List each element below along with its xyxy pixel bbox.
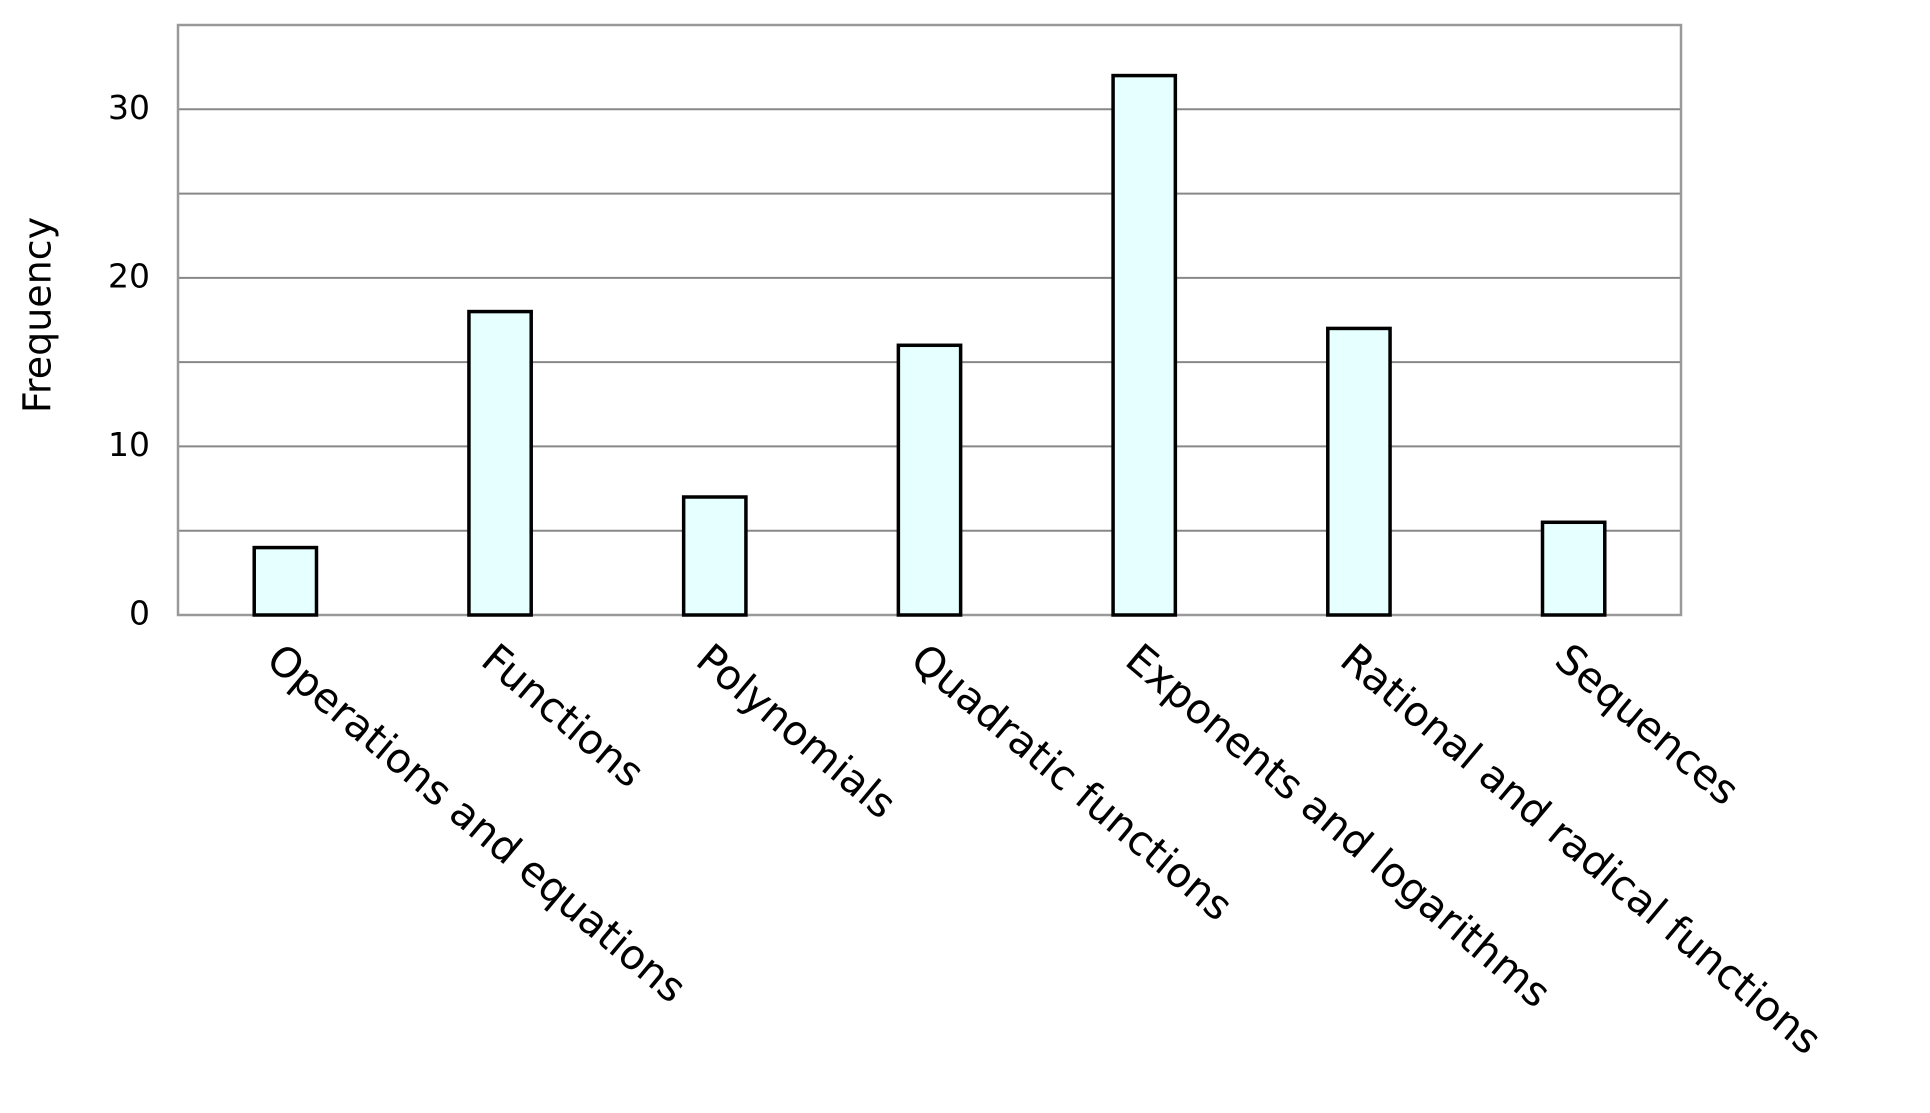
- bar: [896, 343, 963, 617]
- x-tick-label: Sequences: [1546, 634, 1748, 815]
- bar: [1326, 326, 1392, 617]
- bar: [681, 495, 748, 617]
- bar: [252, 545, 319, 617]
- x-tick-label: Exponents and logarithms: [1117, 634, 1560, 1017]
- x-tick-label: Functions: [473, 634, 654, 797]
- bar: [1540, 520, 1607, 617]
- bar: [1111, 73, 1178, 617]
- y-tick-label: 20: [108, 256, 150, 295]
- y-tick-label: 0: [129, 594, 150, 633]
- y-tick-label: 30: [108, 88, 150, 127]
- x-tick-label: Polynomials: [687, 634, 905, 828]
- x-tick-label: Operations and equations: [258, 634, 696, 1012]
- y-tick-label: 10: [108, 425, 150, 464]
- bar: [467, 309, 533, 617]
- y-axis-label: Frequency: [16, 217, 60, 413]
